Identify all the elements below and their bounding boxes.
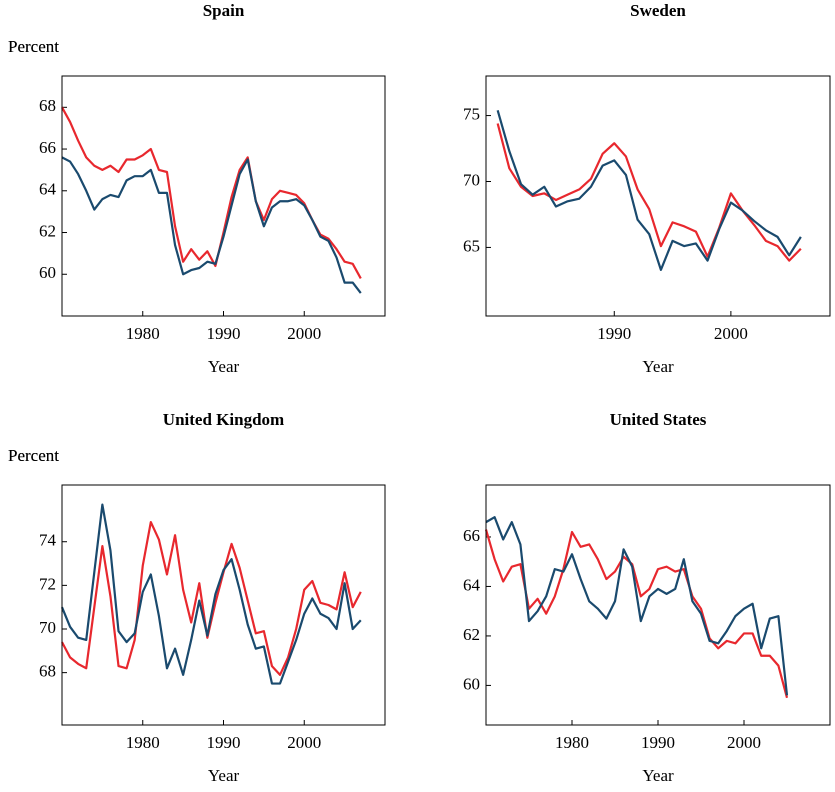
y-tick-label: 68 <box>39 662 56 681</box>
plot-frame <box>61 75 386 317</box>
series-line <box>485 516 789 696</box>
x-axis-label: Year <box>642 357 674 376</box>
chart-title: United States <box>610 410 707 429</box>
y-tick-label: 70 <box>39 618 56 637</box>
y-tick-label: 62 <box>463 625 480 644</box>
y-tick-label: 62 <box>39 221 56 240</box>
x-tick-label: 1990 <box>207 733 241 752</box>
series-line <box>60 503 362 685</box>
plot-frame <box>485 484 831 726</box>
y-tick-label: 70 <box>463 170 480 189</box>
series-line <box>61 106 362 279</box>
chart-title: United Kingdom <box>163 410 284 429</box>
y-tick-label: 66 <box>39 138 56 157</box>
y-tick-label: 60 <box>39 263 56 282</box>
chart-title: Spain <box>203 1 245 20</box>
x-tick-label: 2000 <box>727 733 761 752</box>
y-tick-label: 64 <box>463 575 481 594</box>
x-tick-label: 2000 <box>714 324 748 343</box>
x-axis-label: Year <box>208 766 240 785</box>
y-axis-label: Percent <box>8 446 59 465</box>
x-axis-label: Year <box>208 357 240 376</box>
x-tick-label: 1980 <box>126 324 160 343</box>
x-tick-label: 1980 <box>555 733 589 752</box>
y-axis-label: Percent <box>8 37 59 56</box>
y-axis-label: Percent <box>8 446 59 465</box>
y-tick-label: 65 <box>463 236 480 255</box>
series-line <box>61 520 362 676</box>
y-tick-label: 75 <box>463 104 480 123</box>
plot-frame <box>61 484 386 726</box>
x-tick-label: 1980 <box>126 733 160 752</box>
series-line <box>496 123 802 262</box>
x-tick-label: 2000 <box>287 733 321 752</box>
series-line <box>496 109 802 271</box>
y-axis-label: Percent <box>8 37 59 56</box>
x-tick-label: 1990 <box>597 324 631 343</box>
y-tick-label: 72 <box>39 574 56 593</box>
chart-title: Sweden <box>630 1 686 20</box>
x-tick-label: 1990 <box>641 733 675 752</box>
y-tick-label: 68 <box>39 96 56 115</box>
series-line <box>484 529 789 699</box>
x-tick-label: 1990 <box>207 324 241 343</box>
y-tick-label: 64 <box>39 180 57 199</box>
series-line <box>61 156 362 294</box>
x-axis-label: Year <box>642 766 674 785</box>
y-tick-label: 60 <box>463 674 480 693</box>
x-tick-label: 2000 <box>287 324 321 343</box>
y-tick-label: 74 <box>39 531 57 550</box>
plot-frame <box>485 75 831 317</box>
y-tick-label: 66 <box>463 526 480 545</box>
